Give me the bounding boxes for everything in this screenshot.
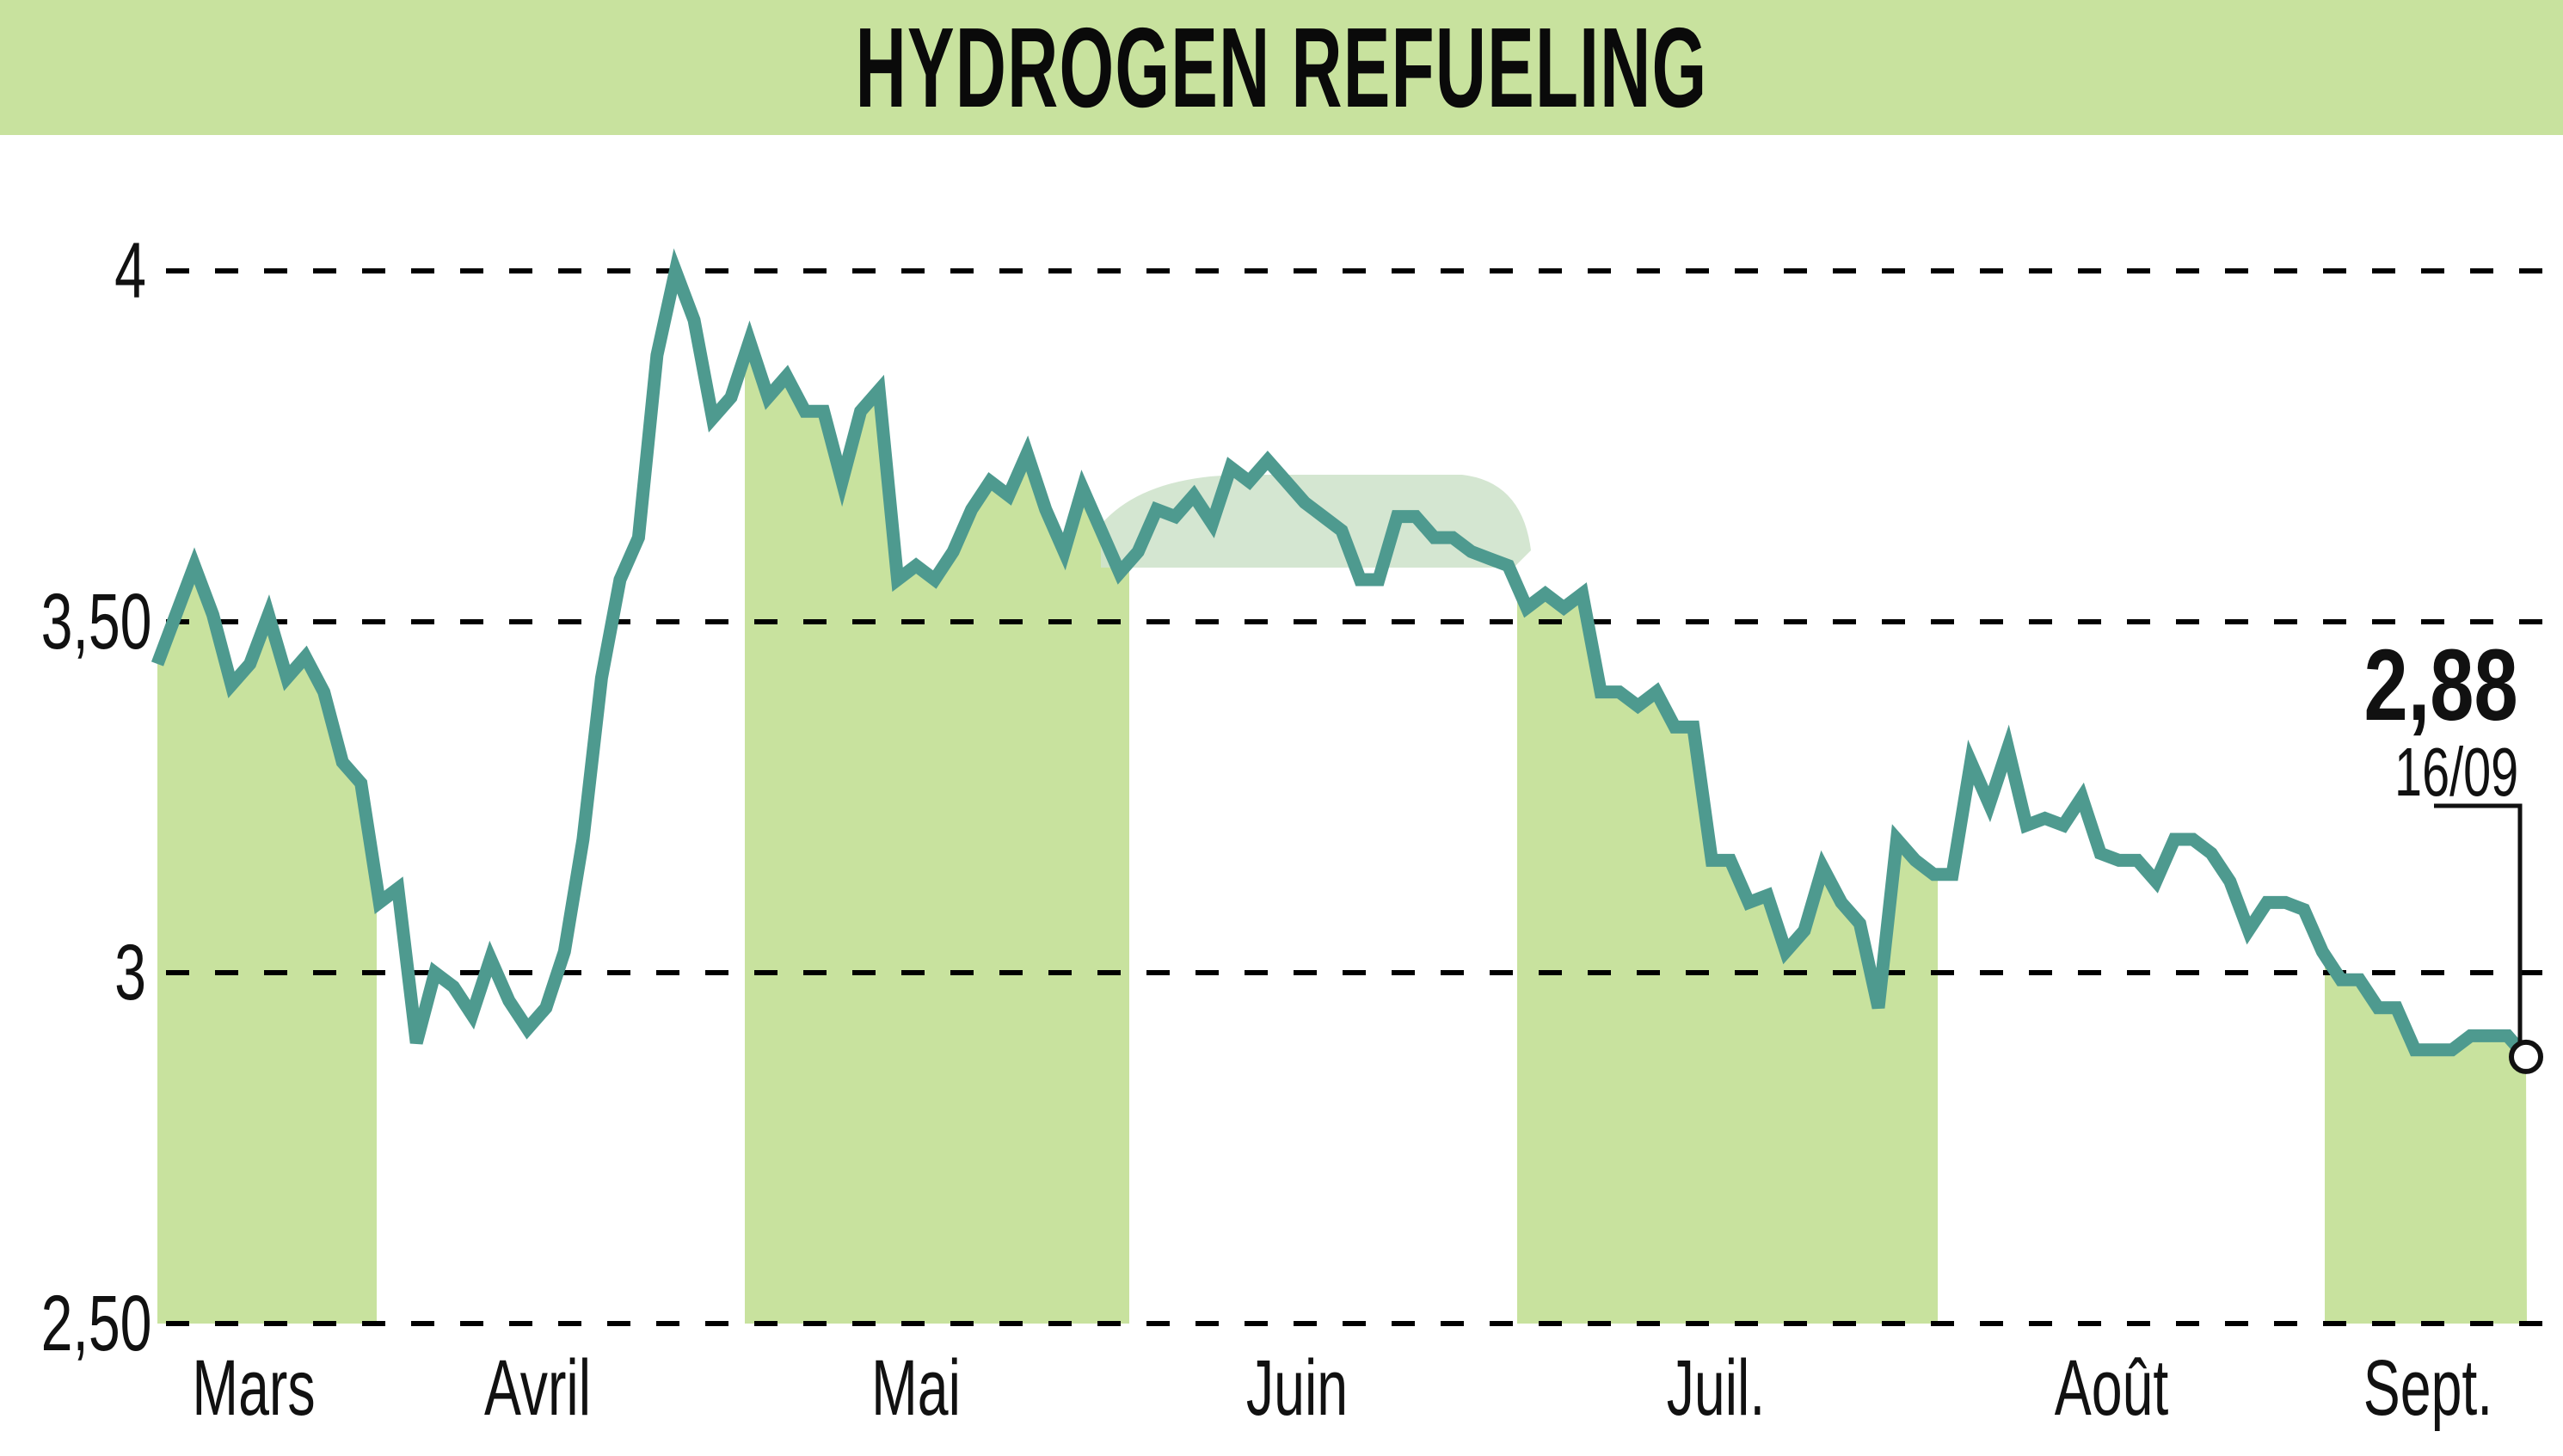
x-tick-label: Avril bbox=[483, 1344, 592, 1432]
last-point-marker bbox=[2509, 1039, 2543, 1074]
x-tick-label: Mai bbox=[871, 1344, 961, 1432]
watermark-shape bbox=[1101, 475, 1531, 568]
y-tick-label: 4 bbox=[114, 227, 146, 315]
x-tick-label: Sept. bbox=[2363, 1344, 2493, 1432]
chart-title-container: HYDROGEN REFUELING bbox=[0, 0, 2563, 135]
last-value-label: 2,88 bbox=[2363, 629, 2518, 742]
shaded-month-area bbox=[1517, 586, 1938, 1324]
y-tick-label: 2,50 bbox=[40, 1280, 152, 1367]
y-tick-label: 3 bbox=[114, 929, 146, 1017]
shaded-month-area bbox=[745, 341, 1129, 1324]
shaded-month-area bbox=[2325, 955, 2527, 1324]
title-banner bbox=[0, 0, 2563, 135]
callout-leader bbox=[2434, 803, 2523, 1043]
x-tick-label: Août bbox=[2054, 1344, 2169, 1432]
shaded-month-area bbox=[157, 565, 377, 1324]
last-date-label: 16/09 bbox=[2394, 734, 2518, 810]
x-tick-label: Juin bbox=[1245, 1344, 1349, 1432]
chart-title: HYDROGEN REFUELING bbox=[855, 4, 1708, 131]
x-tick-label: Mars bbox=[192, 1344, 316, 1432]
x-tick-label: Juil. bbox=[1666, 1344, 1766, 1432]
y-tick-label: 3,50 bbox=[40, 578, 152, 666]
price-line bbox=[151, 248, 2531, 1061]
